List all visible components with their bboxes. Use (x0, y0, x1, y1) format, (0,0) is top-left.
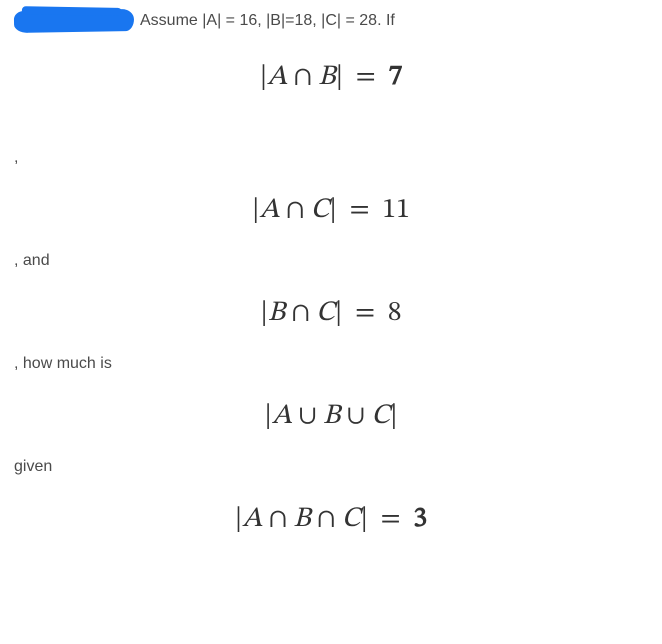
set-a: A (242, 505, 262, 533)
union-icon: ∪ (299, 402, 317, 430)
set-b: B (323, 402, 340, 430)
intersect-icon: ∩ (317, 505, 335, 533)
union-icon: ∪ (347, 402, 365, 430)
abs-close: | (329, 196, 336, 224)
abs-open: | (252, 196, 259, 224)
set-b: B (293, 505, 310, 533)
set-c: C (371, 402, 390, 430)
abs-open: | (260, 299, 267, 327)
equals-sign: = (349, 299, 381, 327)
equation-a-intersect-b-intersect-c: |A ∩ B ∩ C| = 3 (14, 502, 648, 537)
equation-a-intersect-b: |A ∩ B| = 7 (14, 60, 648, 95)
equals-sign: = (350, 63, 382, 91)
abs-close: | (336, 63, 343, 91)
abs-close: | (390, 402, 397, 430)
set-c: C (311, 196, 330, 224)
set-c: C (316, 299, 335, 327)
abs-close: | (335, 299, 342, 327)
set-b: B (268, 299, 285, 327)
given-text: given (14, 458, 648, 476)
abs-close: | (360, 505, 367, 533)
value-8: 8 (388, 299, 402, 327)
set-b: B (318, 63, 335, 91)
value-3: 3 (413, 505, 427, 533)
top-line: Assume |A| = 16, |B|=18, |C| = 28. If (14, 10, 648, 32)
equation-a-intersect-c: |A ∩ C| = 11 (14, 193, 648, 228)
how-much-text: , how much is (14, 355, 648, 373)
intersect-icon: ∩ (292, 299, 310, 327)
abs-open: | (264, 402, 271, 430)
set-c: C (342, 505, 361, 533)
equals-sign: = (375, 505, 407, 533)
set-a: A (272, 402, 292, 430)
comma-text: , (14, 149, 648, 167)
and-text: , and (14, 252, 648, 270)
redaction-scribble (14, 9, 134, 33)
assume-text: Assume |A| = 16, |B|=18, |C| = 28. If (140, 12, 395, 30)
intersect-icon: ∩ (269, 505, 287, 533)
intersect-icon: ∩ (294, 63, 312, 91)
set-a: A (260, 196, 280, 224)
value-7: 7 (388, 63, 402, 91)
equals-sign: = (343, 196, 375, 224)
value-11: 11 (382, 196, 410, 224)
equation-a-union-b-union-c: |A ∪ B ∪ C| (14, 399, 648, 434)
equation-b-intersect-c: |B ∩ C| = 8 (14, 296, 648, 331)
intersect-icon: ∩ (286, 196, 304, 224)
set-a: A (267, 63, 287, 91)
